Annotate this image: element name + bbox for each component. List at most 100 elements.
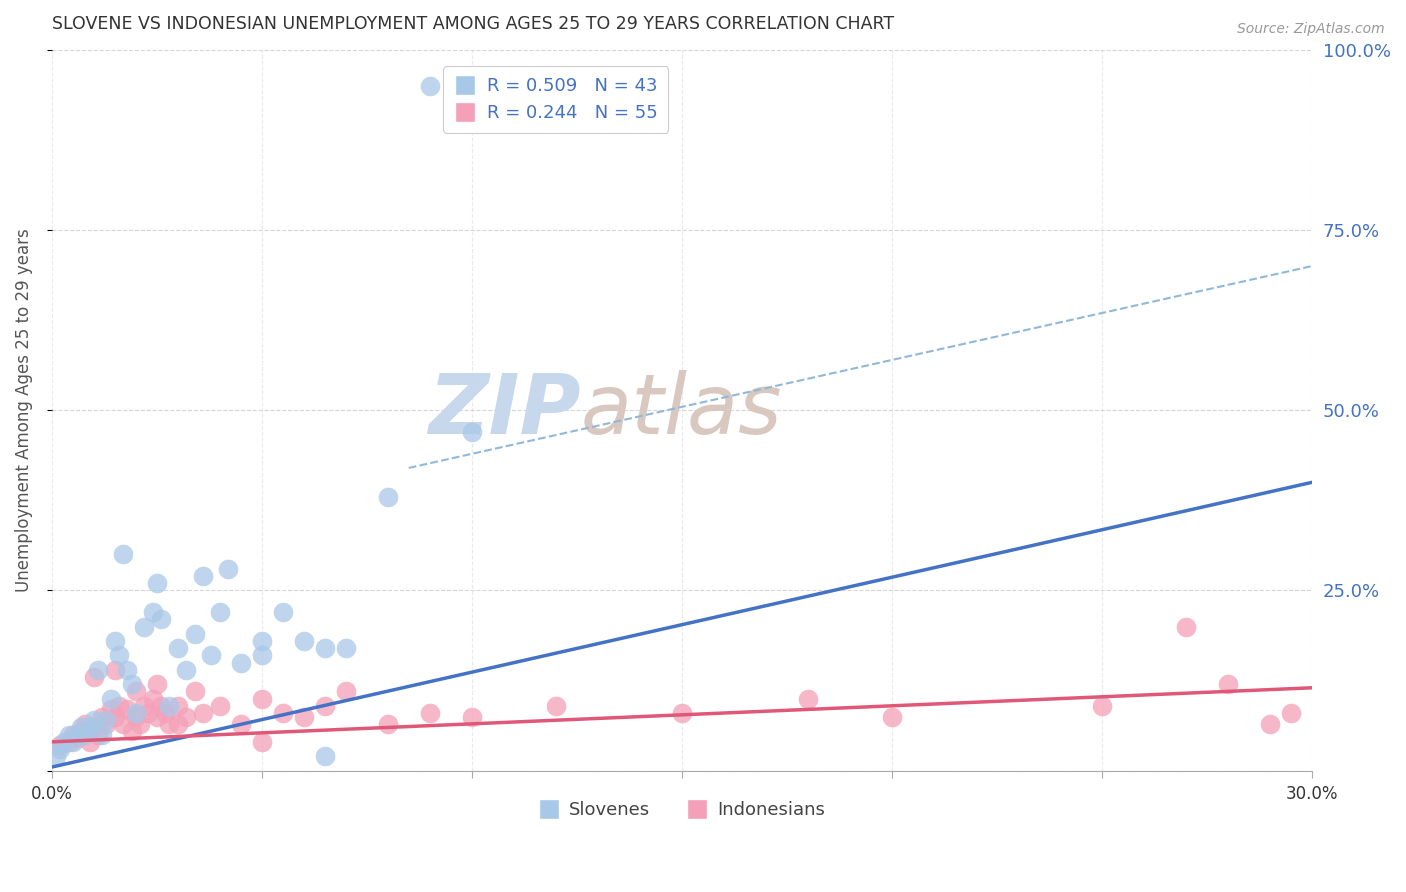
Point bbox=[217, 562, 239, 576]
Text: Source: ZipAtlas.com: Source: ZipAtlas.com bbox=[1237, 22, 1385, 37]
Point bbox=[149, 698, 172, 713]
Point bbox=[1279, 706, 1302, 720]
Point bbox=[70, 721, 93, 735]
Point bbox=[544, 698, 567, 713]
Text: ZIP: ZIP bbox=[429, 370, 581, 450]
Point bbox=[250, 691, 273, 706]
Point bbox=[271, 605, 294, 619]
Point bbox=[121, 724, 143, 739]
Point bbox=[145, 709, 167, 723]
Point bbox=[157, 698, 180, 713]
Point bbox=[112, 716, 135, 731]
Point bbox=[292, 709, 315, 723]
Point bbox=[461, 709, 484, 723]
Point bbox=[75, 728, 97, 742]
Point bbox=[200, 648, 222, 663]
Point bbox=[134, 619, 156, 633]
Point bbox=[183, 626, 205, 640]
Point bbox=[377, 490, 399, 504]
Point bbox=[419, 706, 441, 720]
Point bbox=[75, 716, 97, 731]
Y-axis label: Unemployment Among Ages 25 to 29 years: Unemployment Among Ages 25 to 29 years bbox=[15, 228, 32, 592]
Point bbox=[104, 634, 127, 648]
Point bbox=[671, 706, 693, 720]
Point bbox=[271, 706, 294, 720]
Point bbox=[70, 724, 93, 739]
Point bbox=[96, 716, 118, 731]
Point bbox=[880, 709, 903, 723]
Point bbox=[100, 702, 122, 716]
Point bbox=[335, 641, 357, 656]
Point bbox=[183, 684, 205, 698]
Point bbox=[191, 706, 214, 720]
Point bbox=[83, 713, 105, 727]
Point bbox=[174, 663, 197, 677]
Point bbox=[461, 425, 484, 439]
Point bbox=[166, 698, 188, 713]
Point bbox=[96, 713, 118, 727]
Point bbox=[1091, 698, 1114, 713]
Point bbox=[292, 634, 315, 648]
Point bbox=[1258, 716, 1281, 731]
Point bbox=[1216, 677, 1239, 691]
Point bbox=[129, 716, 152, 731]
Point bbox=[62, 728, 84, 742]
Point bbox=[91, 709, 114, 723]
Point bbox=[125, 709, 148, 723]
Point bbox=[142, 605, 165, 619]
Text: SLOVENE VS INDONESIAN UNEMPLOYMENT AMONG AGES 25 TO 29 YEARS CORRELATION CHART: SLOVENE VS INDONESIAN UNEMPLOYMENT AMONG… bbox=[52, 15, 894, 33]
Point bbox=[145, 576, 167, 591]
Point bbox=[91, 728, 114, 742]
Point bbox=[174, 709, 197, 723]
Point bbox=[229, 656, 252, 670]
Point bbox=[58, 728, 80, 742]
Point bbox=[66, 731, 89, 746]
Point bbox=[208, 698, 231, 713]
Point bbox=[117, 702, 139, 716]
Point bbox=[208, 605, 231, 619]
Point bbox=[149, 612, 172, 626]
Point bbox=[157, 716, 180, 731]
Point bbox=[153, 706, 176, 720]
Point bbox=[112, 548, 135, 562]
Point bbox=[121, 677, 143, 691]
Point bbox=[125, 706, 148, 720]
Text: atlas: atlas bbox=[581, 370, 783, 450]
Legend: Slovenes, Indonesians: Slovenes, Indonesians bbox=[531, 794, 832, 827]
Point bbox=[104, 663, 127, 677]
Point bbox=[104, 709, 127, 723]
Point bbox=[314, 698, 336, 713]
Point bbox=[166, 641, 188, 656]
Point bbox=[166, 716, 188, 731]
Point bbox=[62, 735, 84, 749]
Point bbox=[229, 716, 252, 731]
Point bbox=[335, 684, 357, 698]
Point bbox=[117, 663, 139, 677]
Point bbox=[83, 721, 105, 735]
Point bbox=[250, 735, 273, 749]
Point bbox=[66, 728, 89, 742]
Point bbox=[797, 691, 820, 706]
Point bbox=[108, 648, 131, 663]
Point bbox=[53, 735, 76, 749]
Point bbox=[45, 749, 67, 764]
Point bbox=[100, 691, 122, 706]
Point bbox=[125, 684, 148, 698]
Point bbox=[49, 742, 72, 756]
Point bbox=[250, 648, 273, 663]
Point bbox=[87, 663, 110, 677]
Point bbox=[79, 721, 101, 735]
Point bbox=[142, 691, 165, 706]
Point bbox=[108, 698, 131, 713]
Point bbox=[138, 706, 160, 720]
Point bbox=[49, 739, 72, 753]
Point bbox=[191, 569, 214, 583]
Point bbox=[377, 716, 399, 731]
Point bbox=[1174, 619, 1197, 633]
Point bbox=[87, 728, 110, 742]
Point bbox=[134, 698, 156, 713]
Point bbox=[314, 641, 336, 656]
Point bbox=[83, 670, 105, 684]
Point bbox=[145, 677, 167, 691]
Point bbox=[419, 78, 441, 93]
